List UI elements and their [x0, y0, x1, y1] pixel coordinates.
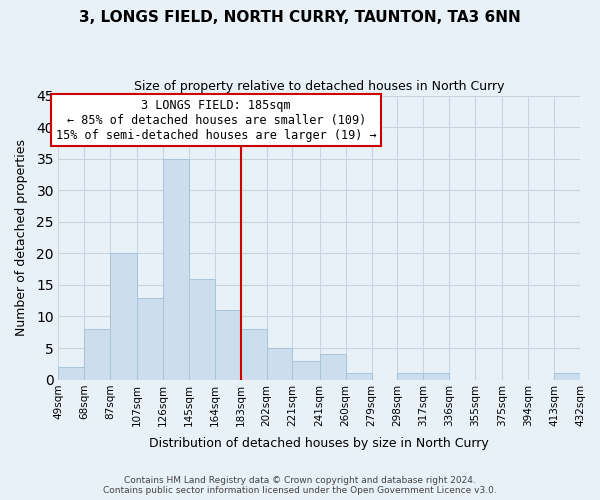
Bar: [84, 329, 110, 380]
Title: Size of property relative to detached houses in North Curry: Size of property relative to detached ho…: [134, 80, 505, 93]
Bar: [58, 367, 84, 380]
Text: Contains HM Land Registry data © Crown copyright and database right 2024.
Contai: Contains HM Land Registry data © Crown c…: [103, 476, 497, 495]
Bar: [137, 298, 163, 380]
Bar: [215, 310, 241, 380]
Text: 3 LONGS FIELD: 185sqm
← 85% of detached houses are smaller (109)
15% of semi-det: 3 LONGS FIELD: 185sqm ← 85% of detached …: [56, 98, 376, 142]
Bar: [292, 360, 320, 380]
Bar: [346, 374, 371, 380]
X-axis label: Distribution of detached houses by size in North Curry: Distribution of detached houses by size …: [149, 437, 489, 450]
Bar: [424, 374, 449, 380]
Bar: [320, 354, 346, 380]
Bar: [110, 254, 137, 380]
Bar: [189, 278, 215, 380]
Y-axis label: Number of detached properties: Number of detached properties: [15, 139, 28, 336]
Bar: [397, 374, 424, 380]
Bar: [163, 158, 189, 380]
Bar: [241, 329, 266, 380]
Bar: [266, 348, 292, 380]
Text: 3, LONGS FIELD, NORTH CURRY, TAUNTON, TA3 6NN: 3, LONGS FIELD, NORTH CURRY, TAUNTON, TA…: [79, 10, 521, 25]
Bar: [554, 374, 580, 380]
